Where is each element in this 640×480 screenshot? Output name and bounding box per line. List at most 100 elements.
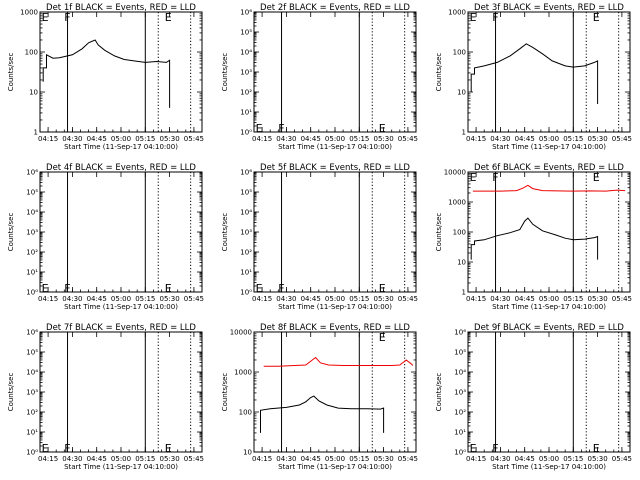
- chart-panel-7-x-tick-label: 05:45: [184, 455, 204, 463]
- chart-panel-6-x-tick-label: 05:30: [588, 295, 608, 303]
- chart-panel-5-y-axis-label: Counts/sec: [221, 213, 229, 252]
- chart-panel-1-x-tick-label: 05:45: [184, 135, 204, 143]
- chart-panel-2-y-tick-label: 10²: [240, 89, 252, 97]
- chart-panel-1-marker-e: E: [165, 11, 172, 24]
- chart-panel-7-marker-e: E: [42, 442, 49, 455]
- chart-panel-8-plot-frame: [253, 331, 417, 453]
- chart-panel-7-x-tick-label: 04:15: [38, 455, 58, 463]
- chart-panel-1-series-line-1: [42, 39, 171, 108]
- chart-panel-9-y-tick-label: 10¹: [454, 429, 466, 437]
- chart-panel-8-x-tick-label: 05:15: [349, 455, 369, 463]
- chart-panel-1-marker-f: F: [64, 11, 70, 24]
- chart-panel-6: Det 6f BLACK = Events, RED = LLD 1 10 100 10…: [435, 163, 632, 311]
- chart-panel-2-x-tick-label: 04:45: [301, 135, 321, 143]
- chart-panel-3-y-tick-label: 100: [453, 49, 466, 57]
- chart-panel-3-x-tick-label: 05:30: [588, 135, 608, 143]
- chart-panel-6-plot-frame: [467, 171, 631, 293]
- chart-panel-4-y-tick-label: 10⁰: [26, 289, 38, 297]
- chart-panel-5-x-tick-label: 04:45: [301, 295, 321, 303]
- chart-panel-9-y-tick-label: 10⁰: [454, 449, 466, 457]
- chart-panel-8-y-axis-label: Counts/sec: [221, 373, 229, 412]
- chart-panel-5-y-tick-label: 10¹: [240, 269, 252, 277]
- chart-panel-6-y-tick-label: 100: [453, 229, 466, 237]
- chart-panel-6-title: Det 6f BLACK = Events, RED = LLD: [474, 163, 624, 173]
- chart-panel-6-x-tick-label: 04:30: [490, 295, 510, 303]
- chart-panel-6-x-tick-label: 04:45: [515, 295, 535, 303]
- chart-panel-4-y-tick-label: 10²: [26, 249, 38, 257]
- chart-panel-3-x-tick-label: 04:15: [466, 135, 486, 143]
- chart-panel-5-x-tick-label: 05:00: [325, 295, 345, 303]
- chart-panel-2-marker-e: E: [379, 122, 386, 135]
- chart-panel-3-x-tick-label: 05:15: [563, 135, 583, 143]
- chart-panel-8-x-tick-label: 04:45: [301, 455, 321, 463]
- chart-panel-4-x-tick-label: 04:45: [87, 295, 107, 303]
- chart-panel-7-y-tick-label: 10¹: [26, 429, 38, 437]
- chart-panel-7-y-tick-label: 10²: [26, 409, 38, 417]
- chart-panel-4-x-tick-label: 05:45: [184, 295, 204, 303]
- chart-panel-3-marker-e: E: [470, 11, 477, 24]
- chart-panel-9-title: Det 9f BLACK = Events, RED = LLD: [474, 323, 624, 333]
- chart-panel-9-x-tick-label: 04:45: [515, 455, 535, 463]
- chart-panel-8-series-line-1: [263, 356, 414, 367]
- chart-panel-2-y-tick-label: 10⁶: [240, 9, 252, 17]
- chart-panel-5-y-tick-label: 10²: [240, 249, 252, 257]
- chart-panel-8-x-axis-label: Start Time (11-Sep-17 04:10:00): [278, 463, 392, 471]
- chart-panel-3-x-axis-label: Start Time (11-Sep-17 04:10:00): [492, 143, 606, 151]
- chart-panel-9-marker-e: E: [470, 442, 477, 455]
- chart-panel-4-x-tick-label: 04:15: [38, 295, 58, 303]
- chart-panel-9-y-tick-label: 10⁶: [454, 329, 466, 337]
- chart-panel-5-y-tick-label: 10⁶: [240, 169, 252, 177]
- chart-panel-4-x-tick-label: 05:30: [160, 295, 180, 303]
- chart-panel-2: Det 2f BLACK = Events, RED = LLD 10⁰ 10¹ 10…: [221, 3, 418, 151]
- chart-panel-7: Det 7f BLACK = Events, RED = LLD 10⁰ 10¹ 10…: [7, 323, 204, 471]
- chart-panel-9-x-tick-label: 05:15: [563, 455, 583, 463]
- chart-panel-9-x-tick-label: 04:15: [466, 455, 486, 463]
- chart-panel-9-y-axis-label: Counts/sec: [435, 373, 443, 412]
- chart-panel-8-title: Det 8f BLACK = Events, RED = LLD: [260, 323, 410, 333]
- chart-panel-1-x-tick-label: 04:45: [87, 135, 107, 143]
- chart-panel-3-y-tick-label: 1000: [448, 9, 466, 17]
- chart-panel-7-y-tick-label: 10⁶: [26, 329, 38, 337]
- chart-panel-5-title: Det 5f BLACK = Events, RED = LLD: [260, 163, 410, 173]
- chart-panel-2-y-tick-label: 10⁴: [240, 49, 252, 57]
- chart-panel-5-x-tick-label: 04:15: [252, 295, 272, 303]
- chart-panel-3-x-tick-label: 05:45: [612, 135, 632, 143]
- chart-panel-4-marker-e: E: [42, 282, 49, 295]
- chart-panel-9-plot-frame: [467, 331, 631, 453]
- chart-panel-7-x-axis-label: Start Time (11-Sep-17 04:10:00): [64, 463, 178, 471]
- chart-panel-2-marker-e: E: [256, 122, 263, 135]
- chart-panel-1-title: Det 1f BLACK = Events, RED = LLD: [46, 3, 196, 13]
- chart-panel-4-marker-e: E: [165, 282, 172, 295]
- chart-panel-2-x-axis-label: Start Time (11-Sep-17 04:10:00): [278, 143, 392, 151]
- chart-panel-6-y-axis-label: Counts/sec: [435, 213, 443, 252]
- chart-panel-4-x-tick-label: 04:30: [62, 295, 82, 303]
- chart-panel-2-x-tick-label: 05:15: [349, 135, 369, 143]
- chart-panel-6-y-tick-label: 10: [457, 259, 466, 267]
- chart-panel-2-plot-frame: [253, 11, 417, 133]
- chart-panel-2-y-tick-label: 10³: [240, 69, 252, 77]
- chart-panel-5-y-tick-label: 10⁴: [240, 209, 252, 217]
- chart-panel-4-title: Det 4f BLACK = Events, RED = LLD: [46, 163, 196, 173]
- chart-panel-7-x-tick-label: 04:45: [87, 455, 107, 463]
- chart-panel-4-x-axis-label: Start Time (11-Sep-17 04:10:00): [64, 303, 178, 311]
- chart-panel-5-marker-e: E: [256, 282, 263, 295]
- chart-panel-2-y-tick-label: 10⁰: [240, 129, 252, 137]
- chart-panel-6-y-tick-label: 1: [462, 289, 466, 297]
- chart-panel-5-plot-frame: [253, 171, 417, 293]
- chart-panel-3-title: Det 3f BLACK = Events, RED = LLD: [474, 3, 624, 13]
- chart-panel-1-y-tick-label: 10: [29, 89, 38, 97]
- chart-panel-1-plot-frame: [39, 11, 203, 133]
- chart-panel-2-y-tick-label: 10¹: [240, 109, 252, 117]
- chart-panel-9-marker-f: F: [492, 442, 498, 455]
- chart-panel-4-y-axis-label: Counts/sec: [7, 213, 15, 252]
- chart-panel-6-y-tick-label: 1000: [448, 199, 466, 207]
- chart-panel-3: Det 3f BLACK = Events, RED = LLD 1 10 100 10…: [435, 3, 632, 151]
- chart-panel-5-marker-e: E: [379, 282, 386, 295]
- chart-panel-9-y-tick-label: 10⁵: [454, 349, 466, 357]
- chart-panel-5: Det 5f BLACK = Events, RED = LLD 10⁰ 10¹ 10…: [221, 163, 418, 311]
- chart-panel-4-y-tick-label: 10³: [26, 229, 38, 237]
- chart-panel-7-y-tick-label: 10⁴: [26, 369, 38, 377]
- chart-panel-4: Det 4f BLACK = Events, RED = LLD 10⁰ 10¹ 10…: [7, 163, 204, 311]
- chart-panel-3-series-line-1: [470, 43, 599, 104]
- chart-panel-9-marker-e: E: [593, 442, 600, 455]
